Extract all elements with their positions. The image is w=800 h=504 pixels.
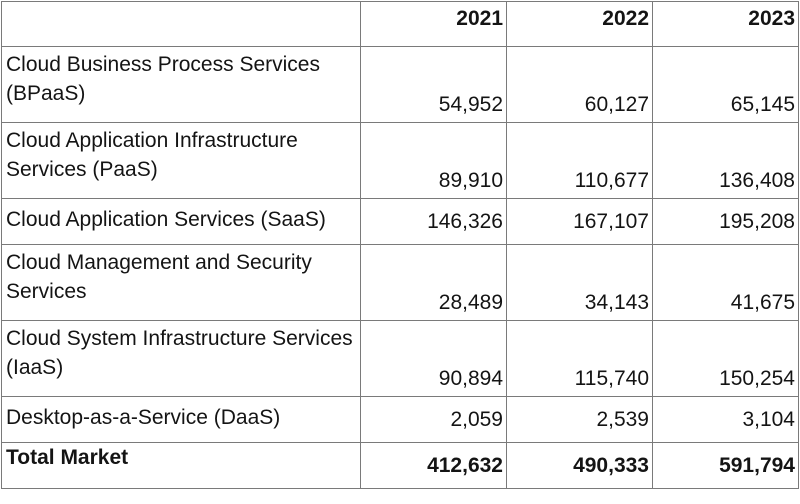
value-cell: 89,910 [360, 122, 507, 199]
row-label: Cloud Application Infrastructure Service… [1, 122, 361, 199]
total-label: Total Market [1, 442, 361, 489]
value-cell: 2,059 [360, 396, 507, 443]
row-label: Desktop-as-a-Service (DaaS) [1, 396, 361, 443]
value-cell: 146,326 [360, 198, 507, 245]
value-cell: 60,127 [506, 46, 653, 123]
value-cell: 54,952 [360, 46, 507, 123]
value-cell: 136,408 [652, 122, 799, 199]
table-row: Cloud Business Process Services (BPaaS) … [1, 46, 799, 123]
total-value-cell: 412,632 [360, 442, 507, 489]
header-cell-label [1, 1, 361, 47]
row-label: Cloud Business Process Services (BPaaS) [1, 46, 361, 123]
total-row: Total Market 412,632 490,333 591,794 [1, 442, 799, 489]
value-cell: 28,489 [360, 244, 507, 321]
header-cell-year: 2022 [506, 1, 653, 47]
value-cell: 167,107 [506, 198, 653, 245]
value-cell: 115,740 [506, 320, 653, 397]
row-label: Cloud System Infrastructure Services (Ia… [1, 320, 361, 397]
value-cell: 41,675 [652, 244, 799, 321]
value-cell: 195,208 [652, 198, 799, 245]
header-row: 2021 2022 2023 [1, 1, 799, 47]
table-row: Cloud Management and Security Services 2… [1, 244, 799, 321]
value-cell: 110,677 [506, 122, 653, 199]
row-label: Cloud Management and Security Services [1, 244, 361, 321]
value-cell: 2,539 [506, 396, 653, 443]
header-cell-year: 2021 [360, 1, 507, 47]
table-row: Desktop-as-a-Service (DaaS) 2,059 2,539 … [1, 396, 799, 443]
total-value-cell: 490,333 [506, 442, 653, 489]
value-cell: 65,145 [652, 46, 799, 123]
value-cell: 34,143 [506, 244, 653, 321]
value-cell: 150,254 [652, 320, 799, 397]
header-cell-year: 2023 [652, 1, 799, 47]
cloud-market-table: 2021 2022 2023 Cloud Business Process Se… [1, 1, 799, 489]
value-cell: 3,104 [652, 396, 799, 443]
table-row: Cloud Application Services (SaaS) 146,32… [1, 198, 799, 245]
value-cell: 90,894 [360, 320, 507, 397]
total-value-cell: 591,794 [652, 442, 799, 489]
row-label: Cloud Application Services (SaaS) [1, 198, 361, 245]
table-row: Cloud Application Infrastructure Service… [1, 122, 799, 199]
table-row: Cloud System Infrastructure Services (Ia… [1, 320, 799, 397]
